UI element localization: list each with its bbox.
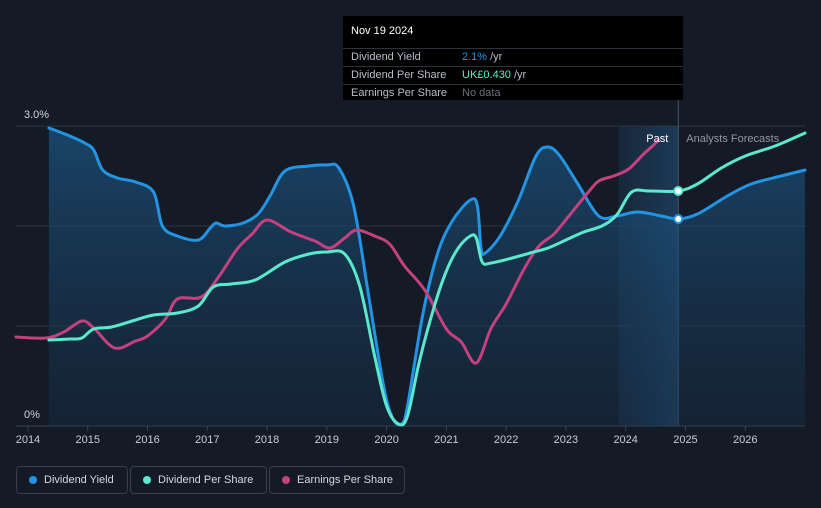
x-tick-label: 2018 bbox=[255, 434, 279, 446]
dividend-per-share-marker bbox=[673, 186, 684, 196]
tooltip-number: UK£0.430 bbox=[462, 69, 511, 81]
legend-dot-icon bbox=[143, 476, 151, 484]
tooltip-unit: /yr bbox=[490, 51, 503, 63]
x-tick-label: 2014 bbox=[16, 434, 40, 446]
y-tick-label-bottom: 0% bbox=[24, 409, 40, 421]
tooltip-value-earnings-per-share: No data bbox=[462, 87, 504, 99]
tooltip-unit: /yr bbox=[513, 69, 527, 81]
x-tick-label: 2024 bbox=[613, 434, 637, 446]
dividend-yield-area bbox=[48, 128, 805, 426]
earnings-per-share-line bbox=[14, 138, 661, 365]
x-tick-label: 2021 bbox=[434, 434, 458, 446]
x-tick-label: 2019 bbox=[315, 434, 339, 446]
tooltip-label: Earnings Per Share bbox=[351, 87, 447, 99]
x-tick-label: 2022 bbox=[494, 434, 518, 446]
x-tick-label: 2025 bbox=[673, 434, 697, 446]
legend-item-dividend-yield[interactable]: Dividend Yield bbox=[16, 466, 128, 494]
x-tick-label: 2016 bbox=[135, 434, 159, 446]
tooltip-value-dividend-yield: 2.1%/yr bbox=[462, 51, 502, 63]
tooltip-label: Dividend Per Share bbox=[351, 69, 447, 81]
legend-item-earnings-per-share[interactable]: Earnings Per Share bbox=[269, 466, 405, 494]
tooltip-number: 2.1% bbox=[462, 51, 488, 63]
x-tick-label: 2020 bbox=[374, 434, 398, 446]
tooltip-label: Dividend Yield bbox=[351, 51, 421, 63]
tooltip-date: Nov 19 2024 bbox=[351, 25, 414, 37]
x-tick-label: 2015 bbox=[75, 434, 99, 446]
legend-item-dividend-per-share[interactable]: Dividend Per Share bbox=[130, 466, 267, 494]
tooltip-row-dividend-yield: Dividend Yield 2.1%/yr bbox=[343, 48, 683, 67]
legend-dot-icon bbox=[282, 476, 290, 484]
hover-tooltip: Nov 19 2024 Dividend Yield 2.1%/yr Divid… bbox=[343, 16, 683, 100]
tooltip-value-dividend-per-share: UK£0.430/yr bbox=[462, 69, 526, 81]
x-tick-label: 2017 bbox=[195, 434, 219, 446]
legend-label: Dividend Yield bbox=[44, 474, 114, 486]
y-tick-label-top: 3.0% bbox=[24, 109, 49, 121]
x-tick-label: 2023 bbox=[554, 434, 578, 446]
tooltip-row-dividend-per-share: Dividend Per Share UK£0.430/yr bbox=[343, 66, 683, 85]
dividend-yield-marker bbox=[673, 214, 684, 224]
tooltip-number: No data bbox=[462, 87, 501, 99]
analysts-forecasts-label: Analysts Forecasts bbox=[686, 133, 779, 145]
x-tick-label: 2026 bbox=[733, 434, 757, 446]
legend-label: Dividend Per Share bbox=[158, 474, 254, 486]
past-label: Past bbox=[646, 133, 668, 145]
dividend-per-share-line bbox=[47, 131, 807, 427]
tooltip-row-earnings-per-share: Earnings Per Share No data bbox=[343, 84, 683, 103]
legend-dot-icon bbox=[29, 476, 37, 484]
legend-label: Earnings Per Share bbox=[297, 474, 393, 486]
